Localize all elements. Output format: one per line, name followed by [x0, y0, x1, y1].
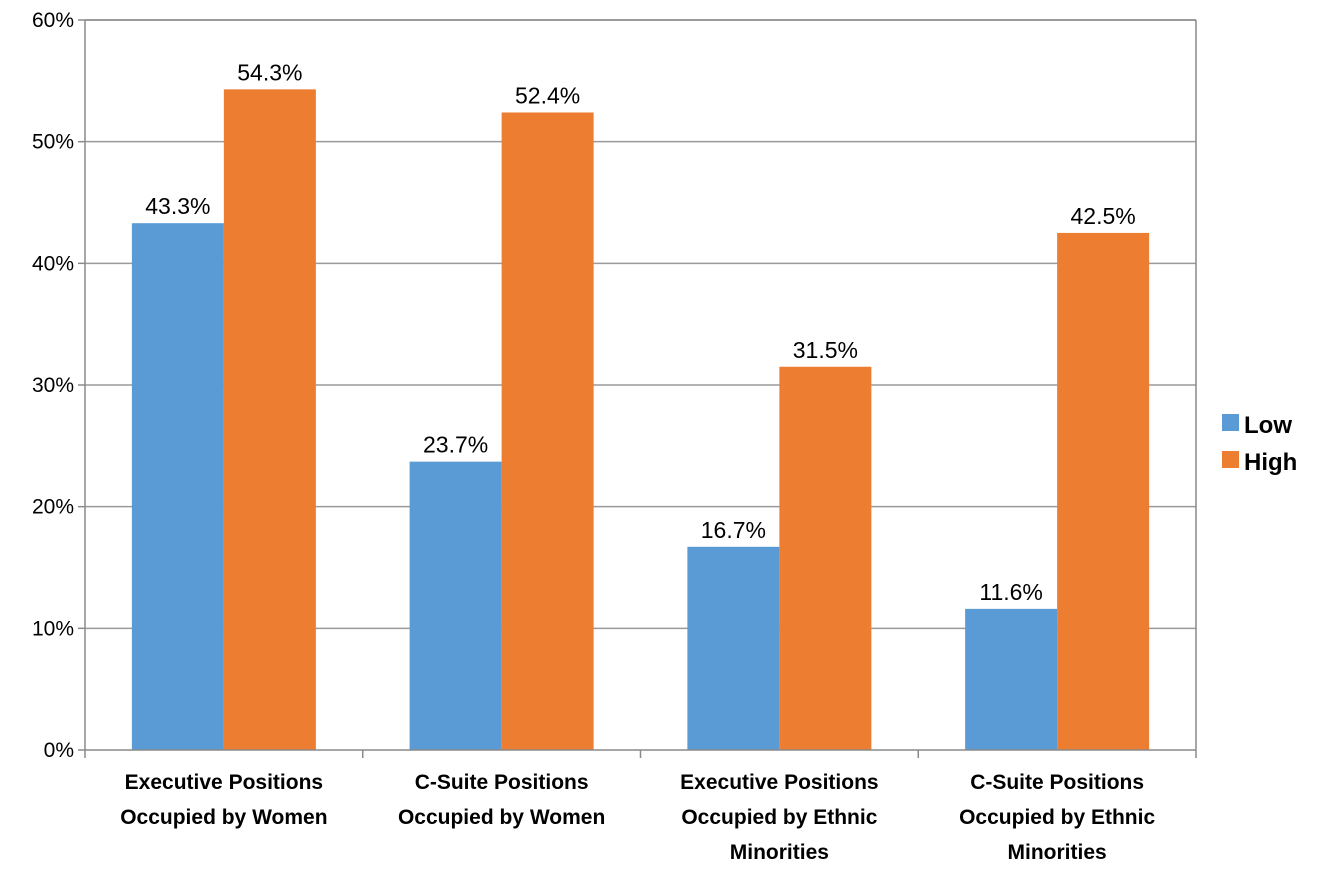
y-tick-label: 60%	[32, 9, 74, 32]
bar-high-1	[223, 89, 316, 751]
x-category-label: Occupied by Ethnic	[681, 806, 877, 829]
y-tick-label: 20%	[32, 496, 74, 519]
legend-swatch-high	[1222, 451, 1239, 468]
data-label: 43.3%	[145, 193, 210, 219]
data-label: 31.5%	[793, 337, 858, 363]
x-category-label: Minorities	[1008, 841, 1107, 864]
legend: Low High	[1222, 412, 1297, 476]
legend-label-high: High	[1244, 449, 1297, 476]
x-category-label: Minorities	[730, 841, 829, 864]
y-tick-label: 40%	[32, 252, 74, 275]
bar-low-2	[409, 461, 502, 750]
bar-low-1	[131, 223, 224, 750]
data-label: 23.7%	[423, 432, 488, 458]
legend-label-low: Low	[1244, 412, 1292, 439]
bar-low-4	[965, 608, 1058, 750]
axes: 0% 10% 20% 30% 40% 50% 60% Executive Positions O…	[32, 9, 1197, 864]
data-label: 11.6%	[979, 579, 1043, 605]
data-label: 16.7%	[701, 517, 766, 543]
data-labels: 43.3% 54.3% 23.7% 52.4% 16.7% 31.5% 11.6% 42.5%	[145, 59, 1135, 605]
x-category-label: Executive Positions	[125, 771, 323, 794]
y-tick-label: 10%	[32, 617, 74, 640]
x-category-label: Executive Positions	[680, 771, 878, 794]
data-label: 42.5%	[1071, 203, 1136, 229]
data-label: 54.3%	[237, 59, 302, 85]
data-label: 52.4%	[515, 82, 580, 108]
x-category-label: C-Suite Positions	[970, 771, 1144, 794]
x-category-label: C-Suite Positions	[415, 771, 589, 794]
bar-high-4	[1057, 232, 1150, 750]
legend-swatch-low	[1222, 414, 1239, 431]
x-category-label: Occupied by Women	[120, 806, 327, 829]
x-category-label: Occupied by Ethnic	[959, 806, 1155, 829]
bar-low-3	[687, 546, 780, 750]
bar-high-3	[779, 366, 872, 750]
x-category-label: Occupied by Women	[398, 806, 605, 829]
bar-high-2	[501, 112, 594, 750]
y-tick-label: 30%	[32, 374, 74, 397]
y-tick-label: 0%	[44, 739, 74, 762]
y-tick-label: 50%	[32, 131, 74, 154]
bars	[131, 89, 1150, 751]
